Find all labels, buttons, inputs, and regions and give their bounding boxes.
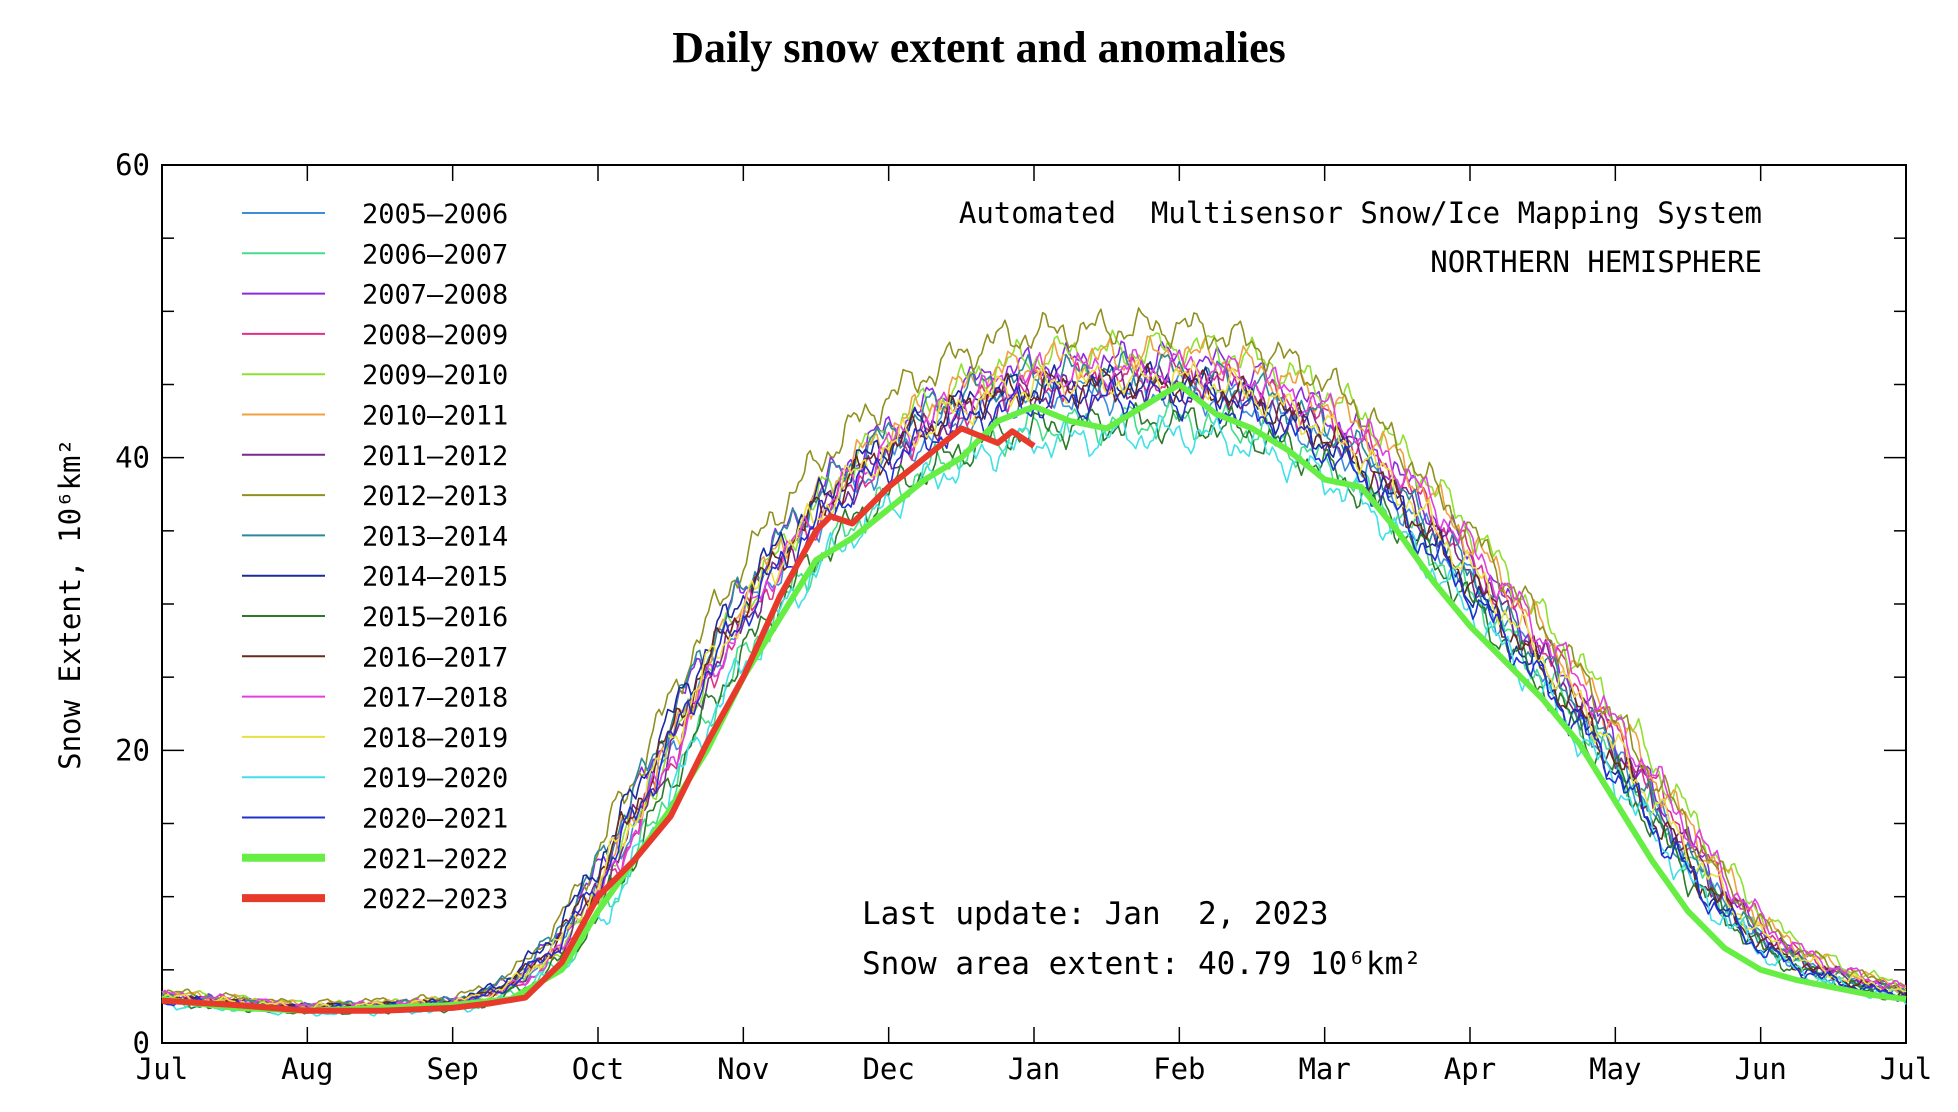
region-label: NORTHERN HEMISPHERE [1430,245,1762,279]
x-tick-label: Feb [1153,1052,1205,1086]
series-line-2021-2022 [161,381,1907,1014]
legend-label: 2018–2019 [362,723,508,754]
legend-label: 2017–2018 [362,683,508,714]
x-tick-label: Jun [1734,1052,1786,1086]
series-line-2017-2018 [161,348,1907,1010]
legend-label: 2005–2006 [362,199,508,230]
system-label: Automated Multisensor Snow/Ice Mapping S… [959,196,1762,230]
legend-label: 2011–2012 [362,441,508,472]
legend-label: 2007–2008 [362,280,508,311]
legend-label: 2006–2007 [362,239,508,270]
x-tick-label: Jan [1008,1052,1060,1086]
x-tick-label: Apr [1444,1052,1496,1086]
legend-label: 2009–2010 [362,360,508,391]
legend: 2005–2006 2006–2007 2007–2008 2008–2009 2009… [242,199,508,915]
legend-label: 2020–2021 [362,804,508,835]
x-tick-label: Aug [281,1052,333,1086]
series-lines [161,307,1907,1017]
x-tick-label: Dec [862,1052,914,1086]
x-tick-label: Jul [136,1052,188,1086]
legend-label: 2021–2022 [362,844,508,875]
x-tick-label: Sep [426,1052,478,1086]
axis-ticks: 0 20 40 60 Jul Aug Sep Oct Nov Dec Jan Feb Mar Apr May… [115,148,1932,1086]
y-tick-label: 60 [115,148,150,182]
y-tick-label: 20 [115,733,150,767]
x-tick-label: May [1589,1052,1641,1086]
x-tick-label: Mar [1298,1052,1350,1086]
y-tick-label: 40 [115,441,150,475]
series-line-2022-2023 [161,425,1036,1014]
legend-label: 2012–2013 [362,481,508,512]
legend-label: 2019–2020 [362,763,508,794]
chart-title: Daily snow extent and anomalies [672,23,1286,72]
x-tick-label: Jul [1880,1052,1932,1086]
legend-label: 2013–2014 [362,521,508,552]
legend-label: 2016–2017 [362,642,508,673]
legend-label: 2015–2016 [362,602,508,633]
legend-label: 2014–2015 [362,562,508,593]
y-axis-label: Snow Extent, 10⁶km² [53,438,87,770]
legend-label: 2022–2023 [362,884,508,915]
y-tick-label: 0 [133,1026,150,1060]
legend-label: 2008–2009 [362,320,508,351]
snow-area-label: Snow area extent: 40.79 10⁶km² [862,946,1422,982]
last-update-label: Last update: Jan 2, 2023 [862,896,1329,932]
x-tick-label: Nov [717,1052,769,1086]
x-tick-label: Oct [572,1052,624,1086]
legend-label: 2010–2011 [362,401,508,432]
